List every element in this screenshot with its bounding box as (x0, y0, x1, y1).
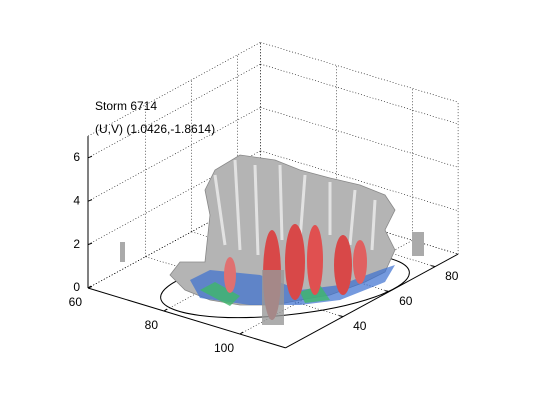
y-axis (285, 253, 459, 349)
surface-highlight (213, 159, 377, 256)
green-surface (200, 282, 330, 306)
z-tick-label: 6 (73, 150, 80, 164)
tick-mark (430, 265, 436, 268)
tick-mark (239, 331, 244, 335)
x-tick-label: 100 (214, 341, 234, 355)
x-axis (87, 287, 286, 349)
tick-mark (87, 199, 93, 202)
blue-surface (190, 265, 395, 305)
chart-title: Storm 6714 (95, 99, 157, 113)
axes: 0 2 4 6 60 80 100 40 60 80 (69, 136, 459, 355)
red-surface (353, 240, 367, 284)
x-tick-label: 80 (145, 318, 159, 332)
y-tick-label: 60 (399, 294, 413, 308)
isosurface (120, 154, 424, 325)
tick-mark (163, 308, 168, 312)
tick-mark (87, 155, 93, 159)
grid (87, 42, 459, 335)
tick-mark (87, 285, 92, 289)
chart-subtitle: (U,V) (1.0426,-1.8614) (95, 122, 215, 136)
tick-mark (87, 242, 93, 246)
y-tick-label: 40 (353, 319, 367, 333)
z-tick-label: 2 (73, 237, 80, 251)
y-tick-label: 80 (445, 269, 459, 283)
red-surface (334, 235, 352, 295)
red-surface (285, 224, 305, 300)
gray-surface (262, 270, 284, 325)
x-tick-label: 60 (69, 295, 83, 309)
tick-mark (384, 290, 390, 293)
z-tick-label: 4 (73, 193, 80, 207)
z-tick-label: 0 (73, 280, 80, 294)
red-surface (224, 257, 236, 293)
gray-surface (120, 242, 125, 262)
red-surface (307, 225, 323, 295)
tick-mark (338, 315, 344, 318)
gray-surface (412, 232, 424, 256)
